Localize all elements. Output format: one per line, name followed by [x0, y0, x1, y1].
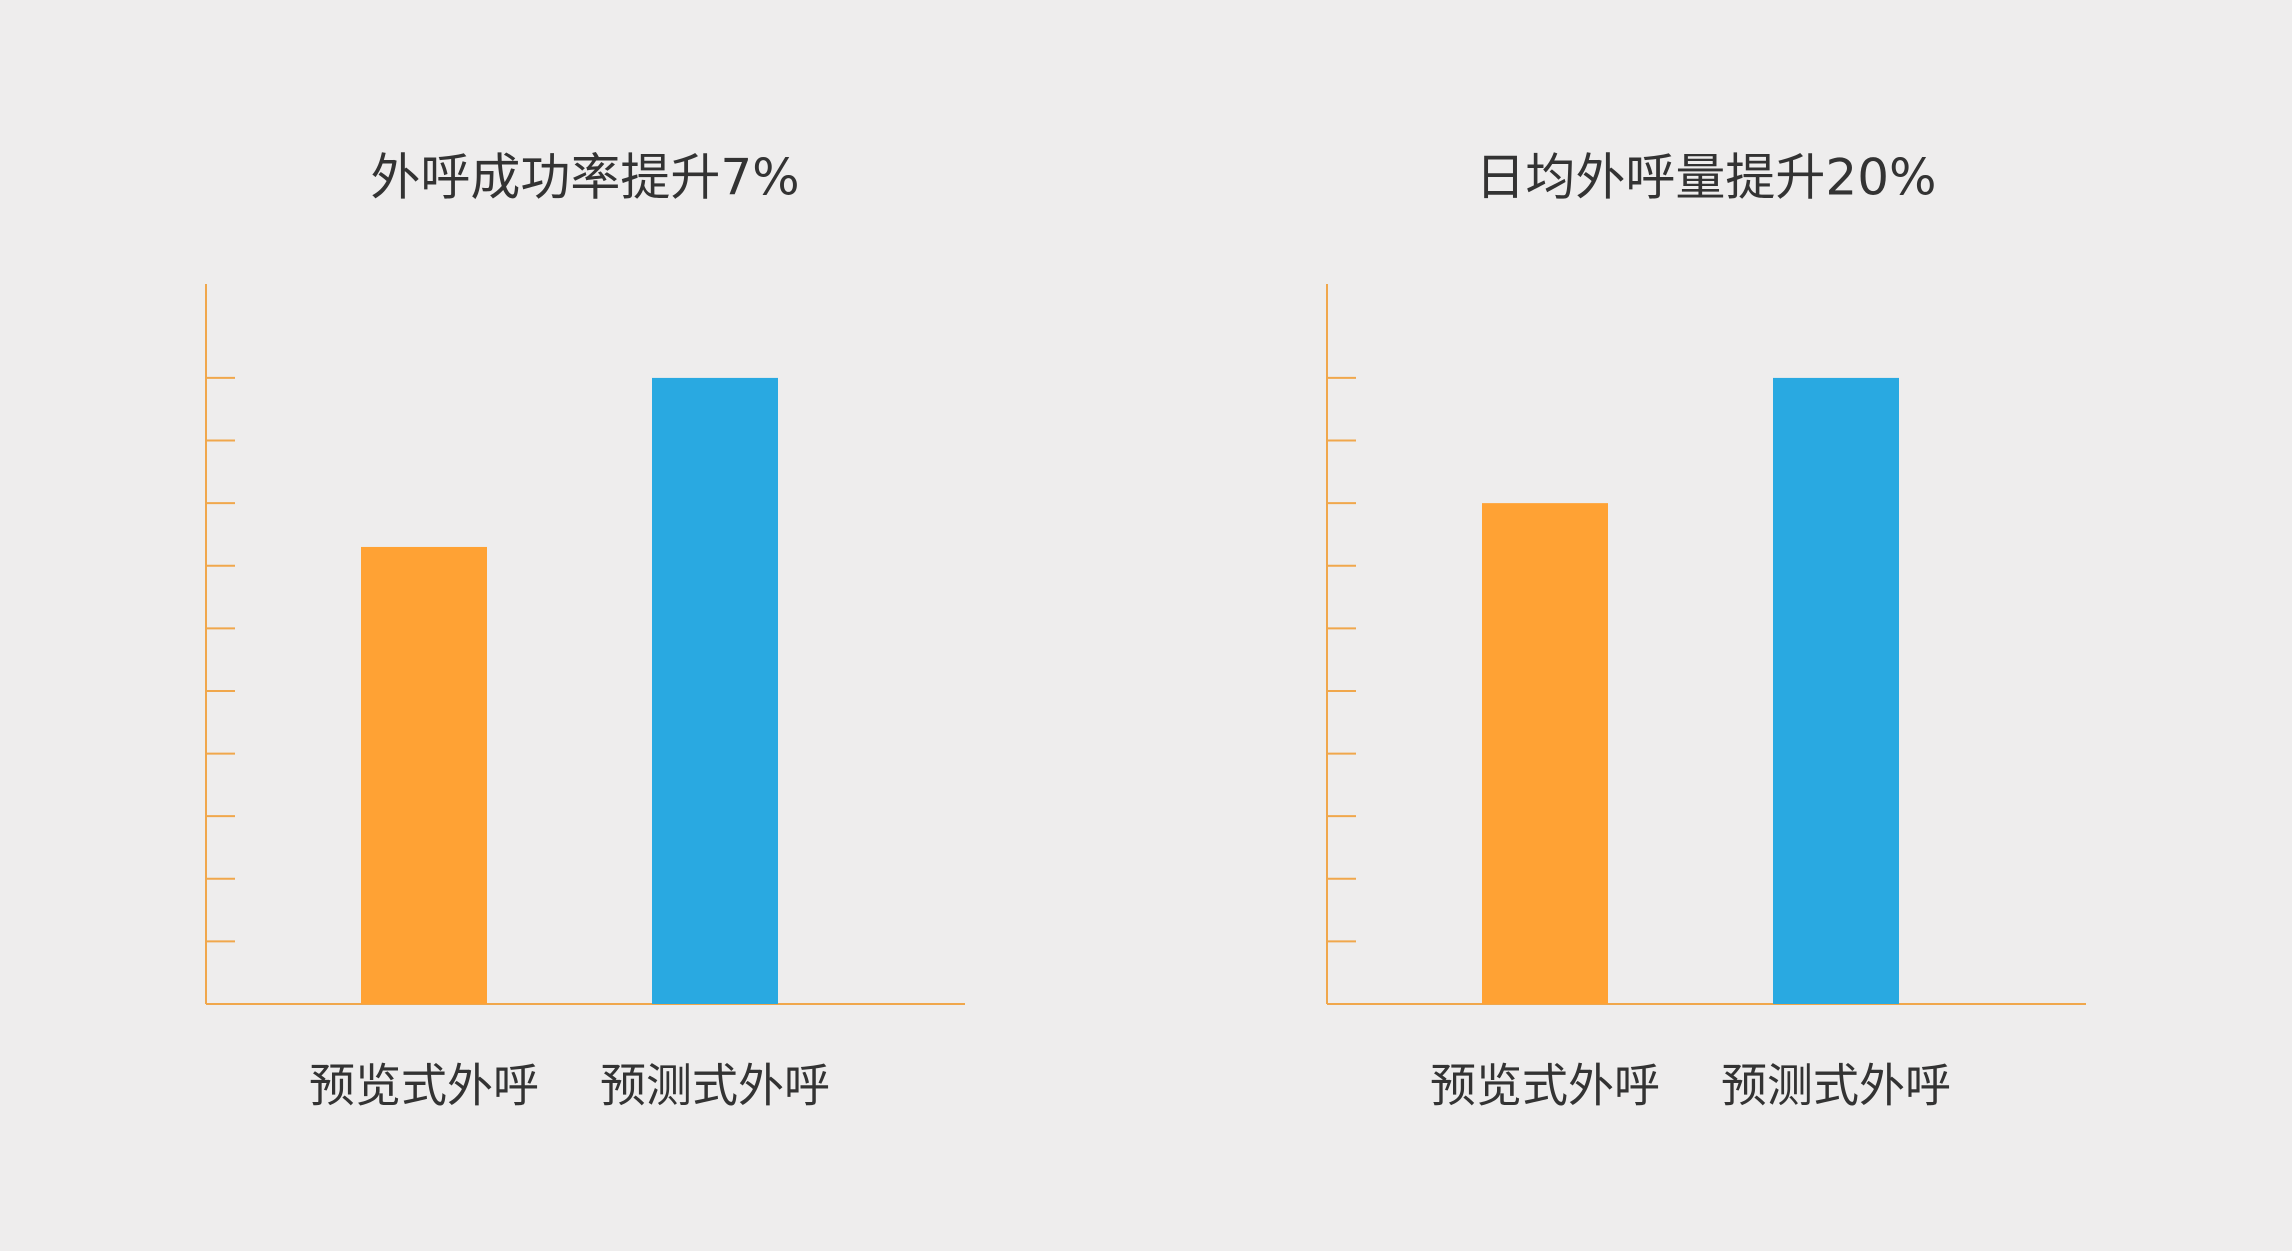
- x-tick-label: 预览式外呼: [309, 1059, 539, 1113]
- bar: [652, 377, 778, 1004]
- x-tick-label: 预览式外呼: [1430, 1059, 1660, 1113]
- bar: [1773, 377, 1899, 1004]
- x-tick-label: 预测式外呼: [600, 1059, 830, 1113]
- x-tick-label: 预测式外呼: [1721, 1059, 1951, 1113]
- chart-title: 日均外呼量提升20%: [1475, 149, 1936, 207]
- chart-title: 外呼成功率提升7%: [370, 149, 799, 207]
- bar: [361, 546, 487, 1004]
- bar: [1482, 503, 1608, 1004]
